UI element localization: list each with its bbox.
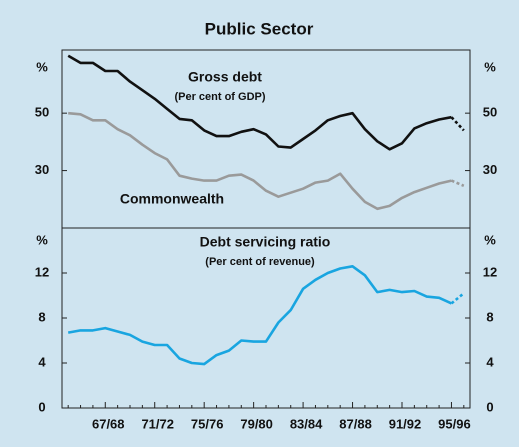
x-tick-label: 95/96 [438, 416, 471, 431]
y-tick-label: 8 [486, 309, 493, 324]
series-line-projection [450, 292, 465, 305]
x-tick-label: 83/84 [290, 416, 323, 431]
series-line [68, 111, 452, 211]
y-tick-label: 4 [486, 354, 494, 369]
series-unit: (Per cent of GDP) [174, 91, 265, 103]
y-tick-label: 0 [486, 399, 493, 414]
series-unit: (Per cent of revenue) [205, 256, 315, 268]
series-line [67, 265, 453, 366]
x-tick-label: 71/72 [141, 416, 174, 431]
x-tick-label: 75/76 [191, 416, 224, 431]
chart-title: Public Sector [205, 19, 314, 38]
x-tick-label: 91/92 [389, 416, 422, 431]
y-tick-label: 50 [35, 105, 49, 120]
series-line-projection [450, 179, 465, 187]
y-tick-label: 30 [483, 162, 497, 177]
y-tick-label: 50 [483, 105, 497, 120]
series-label: Debt servicing ratio [200, 234, 331, 250]
y-axis-unit: % [36, 232, 48, 247]
y-axis-unit: % [36, 59, 48, 74]
y-axis-unit: % [484, 59, 496, 74]
y-tick-label: 0 [38, 399, 45, 414]
y-tick-label: 8 [38, 309, 45, 324]
x-tick-label: 79/80 [240, 416, 273, 431]
x-tick-label: 87/88 [339, 416, 372, 431]
x-tick-label: 67/68 [92, 416, 125, 431]
y-tick-label: 4 [38, 354, 46, 369]
series-line [67, 54, 452, 151]
series-label: Commonwealth [120, 191, 224, 207]
y-tick-label: 12 [35, 264, 49, 279]
y-axis-unit: % [484, 232, 496, 247]
y-tick-label: 30 [35, 162, 49, 177]
y-tick-label: 12 [483, 264, 497, 279]
series-label: Gross debt [188, 69, 262, 85]
